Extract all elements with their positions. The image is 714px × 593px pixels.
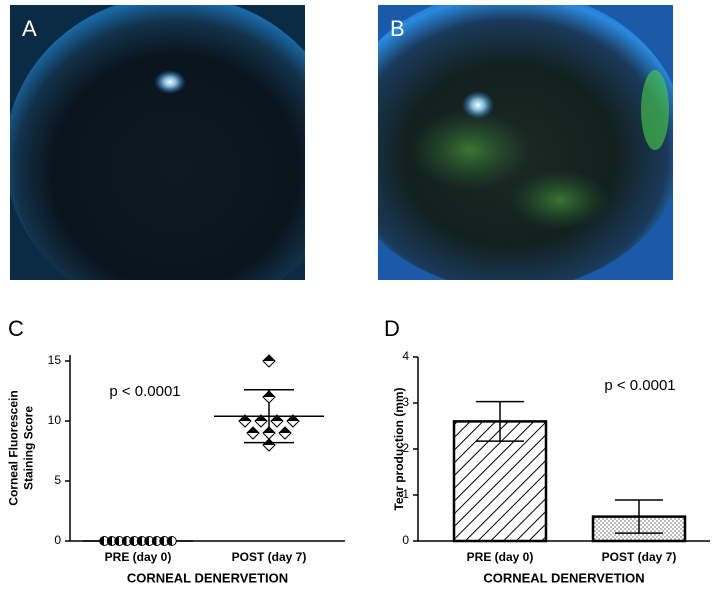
y-axis-title: Tear production (mm) bbox=[392, 387, 406, 510]
y-tick-label: 2 bbox=[402, 441, 409, 455]
data-point bbox=[166, 536, 177, 546]
data-point bbox=[262, 438, 276, 452]
y-tick-label: 15 bbox=[48, 353, 62, 367]
y-tick-label: 0 bbox=[54, 533, 61, 547]
x-axis-title: CORNEAL DENERVETION bbox=[127, 570, 288, 585]
data-point bbox=[262, 426, 276, 440]
x-tick-label: POST (day 7) bbox=[232, 550, 307, 564]
panel-label: B bbox=[390, 16, 405, 41]
data-point bbox=[262, 354, 276, 368]
x-tick-label: PRE (day 0) bbox=[105, 550, 172, 564]
x-tick-label: POST (day 7) bbox=[602, 550, 677, 564]
y-tick-label: 1 bbox=[402, 487, 409, 501]
panel-label: C bbox=[8, 316, 24, 341]
y-axis-title: Staining Score bbox=[22, 406, 36, 490]
data-point bbox=[254, 414, 268, 428]
annotation: p < 0.0001 bbox=[109, 383, 180, 400]
y-tick-label: 10 bbox=[48, 413, 62, 427]
y-tick-label: 5 bbox=[54, 473, 61, 487]
data-point bbox=[246, 426, 260, 440]
annotation: p < 0.0001 bbox=[604, 377, 675, 394]
panel-label: D bbox=[384, 316, 400, 341]
photo-b bbox=[378, 5, 673, 280]
photo-a bbox=[10, 5, 305, 280]
y-tick-label: 4 bbox=[402, 349, 409, 363]
data-point bbox=[270, 414, 284, 428]
panel-label: A bbox=[22, 16, 37, 41]
y-tick-label: 0 bbox=[402, 533, 409, 547]
data-point bbox=[262, 390, 276, 404]
y-axis-title: Corneal Fluorescein bbox=[7, 390, 21, 505]
data-point bbox=[286, 414, 300, 428]
x-axis-title: CORNEAL DENERVETION bbox=[483, 570, 644, 585]
x-tick-label: PRE (day 0) bbox=[467, 550, 534, 564]
data-point bbox=[278, 426, 292, 440]
y-tick-label: 3 bbox=[402, 395, 409, 409]
data-point bbox=[238, 414, 252, 428]
